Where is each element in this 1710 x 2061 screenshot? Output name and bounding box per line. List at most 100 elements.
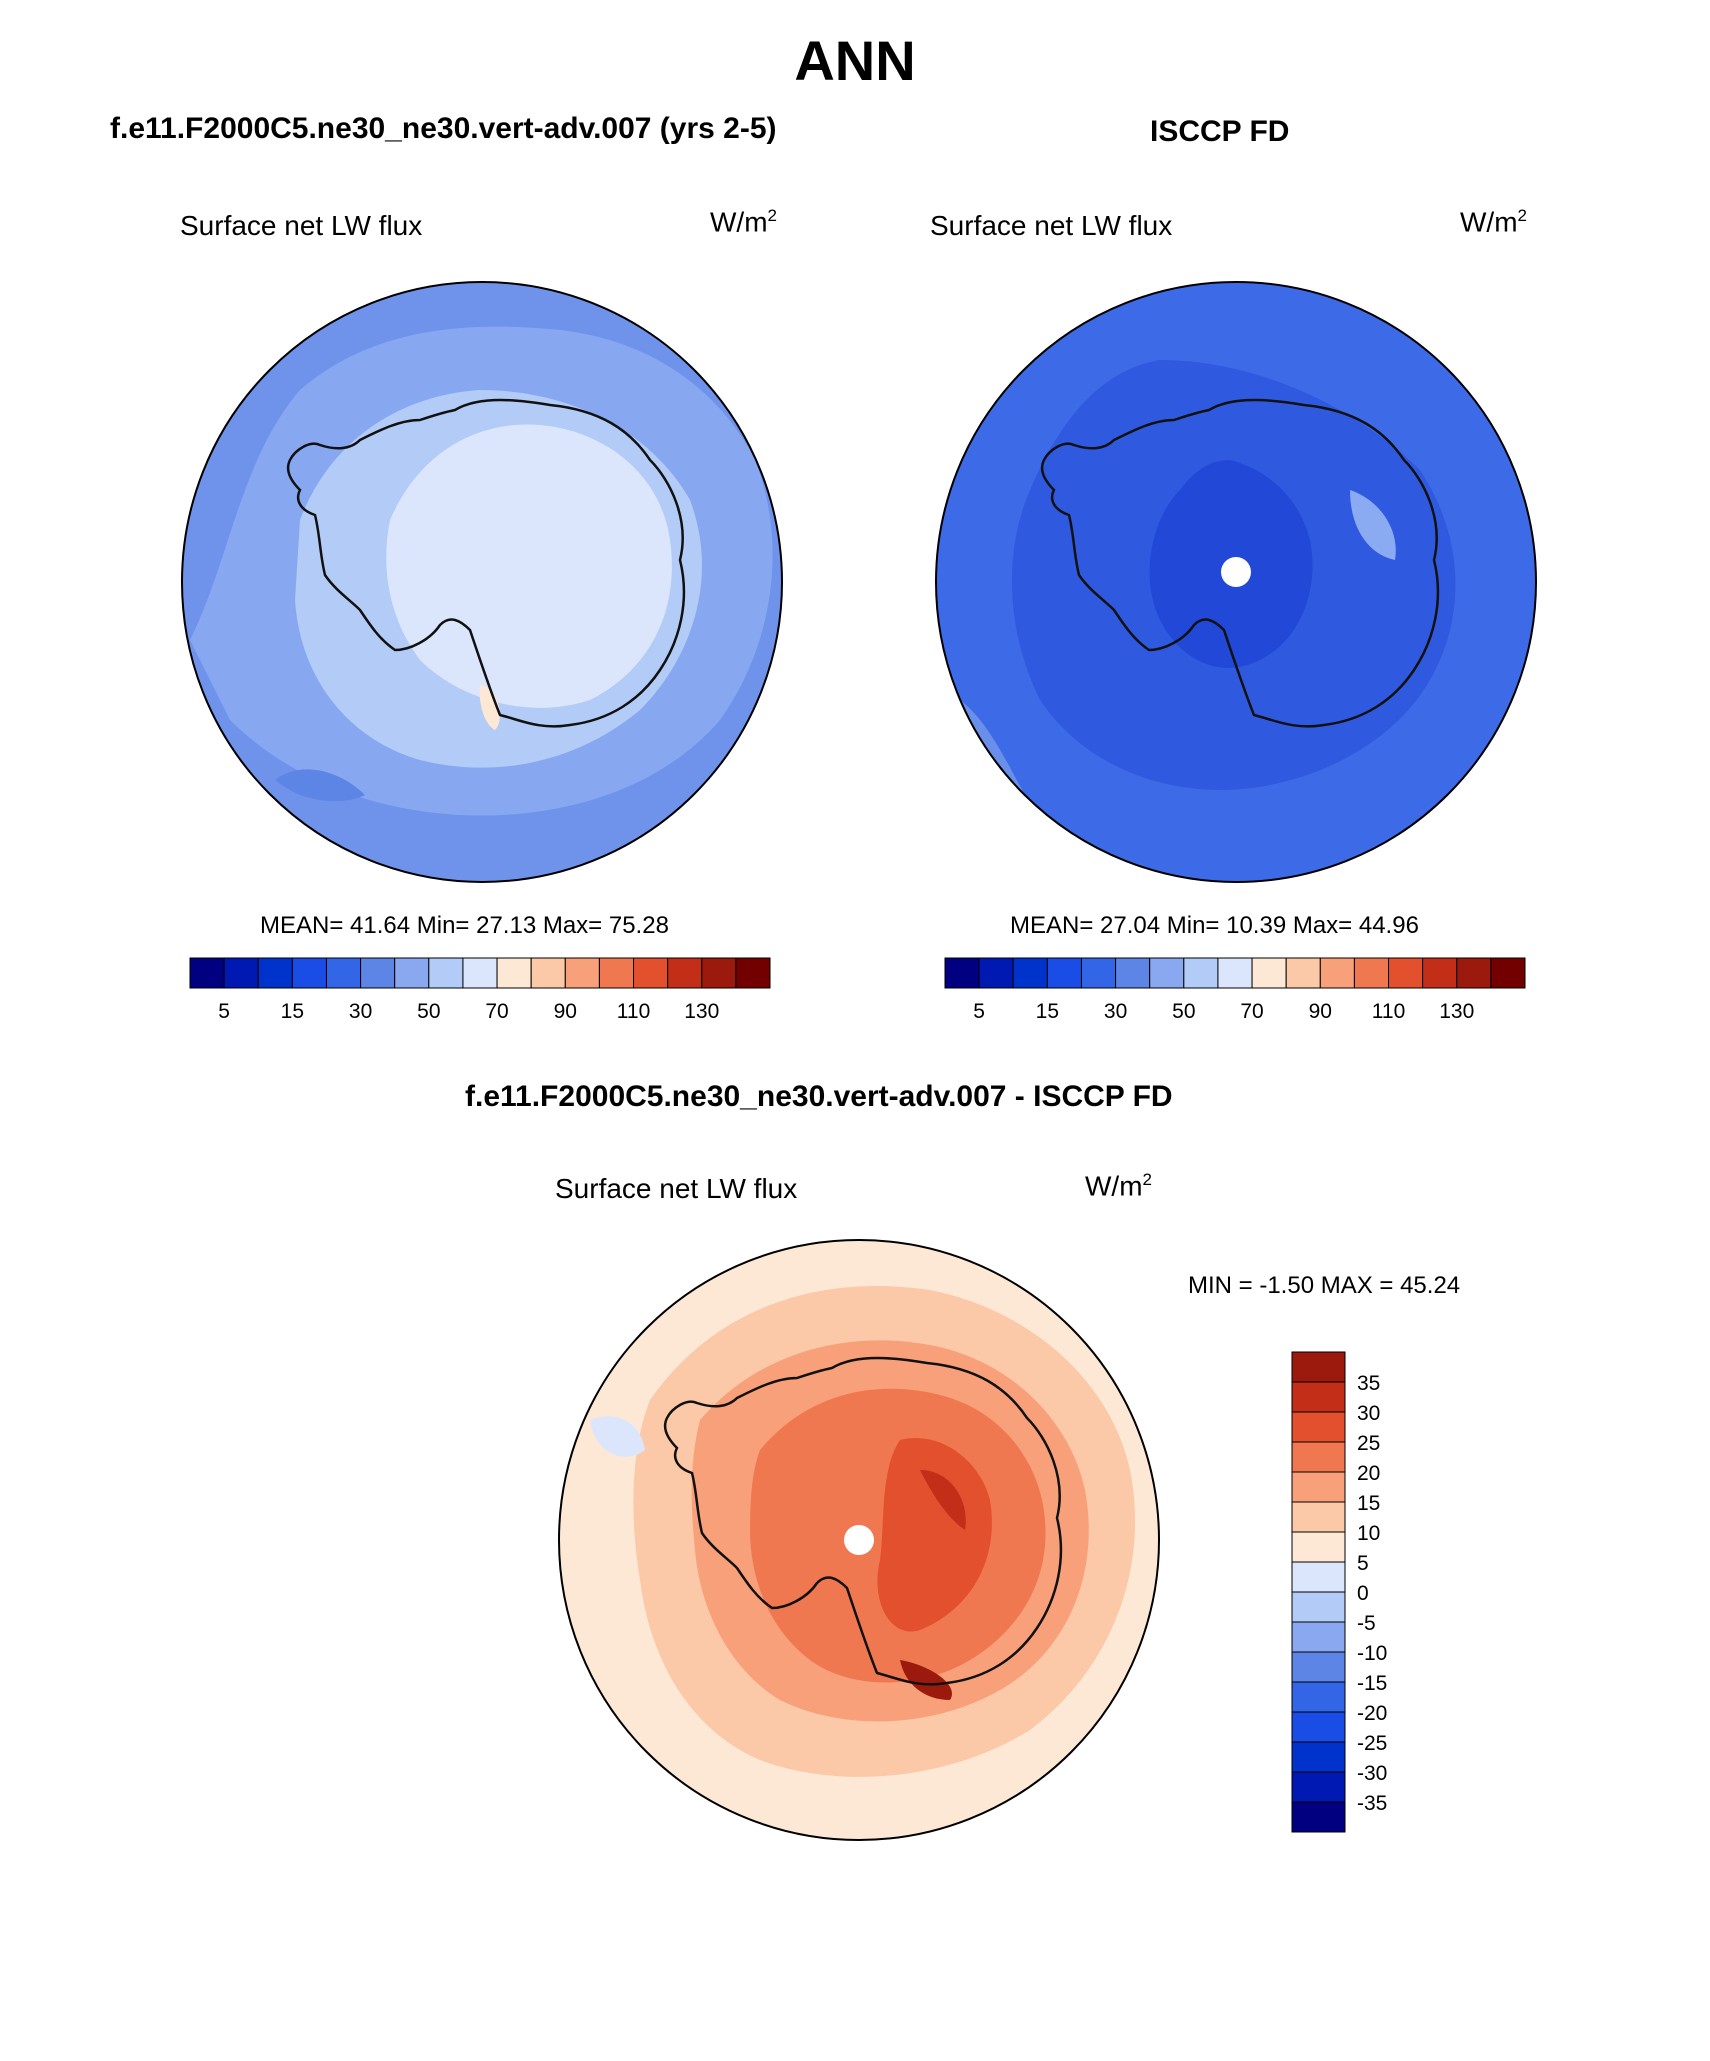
obs-variable-label: Surface net LW flux [930, 210, 1173, 241]
colorbar-tick-label: -10 [1357, 1642, 1387, 1665]
colorbar-tick-label: 130 [1439, 1000, 1474, 1023]
colorbar-tick-label: 15 [1357, 1492, 1380, 1515]
colorbar-swatch [462, 957, 498, 989]
colorbar-swatch [1046, 957, 1082, 989]
colorbar-swatch [1291, 1801, 1346, 1833]
colorbar-swatch [1217, 957, 1253, 989]
diff-variable-label: Surface net LW flux [555, 1173, 798, 1204]
colorbar-swatch [257, 957, 293, 989]
colorbar-tick-label: 30 [1104, 1000, 1127, 1023]
colorbar-tick-label: 70 [1240, 1000, 1263, 1023]
colorbar-tick-label: 110 [617, 1000, 650, 1023]
obs-map-border [935, 281, 1537, 883]
colorbar-tick-label: 30 [349, 1000, 372, 1023]
colorbar-tick-label: 50 [1172, 1000, 1195, 1023]
colorbar-tick-label: 15 [281, 1000, 304, 1023]
colorbar-swatch [1291, 1621, 1346, 1653]
colorbar-swatch [1115, 957, 1151, 989]
colorbar-swatch [564, 957, 600, 989]
colorbar-tick-label: 5 [973, 1000, 985, 1023]
colorbar-swatch [1291, 1711, 1346, 1743]
colorbar-tick-label: -35 [1357, 1792, 1387, 1815]
colorbar-tick-label: 90 [1309, 1000, 1332, 1023]
colorbar-tick-label: 25 [1357, 1432, 1380, 1455]
model-units-label: W/m2 [710, 206, 777, 238]
colorbar-tick-label: -30 [1357, 1762, 1387, 1785]
colorbar-swatch [1291, 1771, 1346, 1803]
colorbar-tick-label: 50 [417, 1000, 440, 1023]
colorbar-tick-label: 5 [218, 1000, 230, 1023]
colorbar-swatch [1080, 957, 1117, 989]
colorbar-swatch [1291, 1351, 1346, 1383]
colorbar-tick-label: 10 [1357, 1522, 1380, 1545]
colorbar-tick-label: -15 [1357, 1672, 1387, 1695]
colorbar-swatch [598, 957, 635, 989]
colorbar-swatch [189, 957, 225, 989]
colorbar-swatch [1353, 957, 1390, 989]
obs-polar-map [936, 282, 1536, 882]
colorbar-swatch [667, 957, 703, 989]
colorbar-swatch [360, 957, 396, 989]
model-antarctica-coastline [286, 398, 686, 728]
colorbar-swatch [223, 957, 259, 989]
colorbar-swatch [1291, 1381, 1346, 1413]
colorbar-tick-label: 20 [1357, 1462, 1380, 1485]
diff-units-label: W/m2 [1085, 1170, 1152, 1202]
colorbar-swatch [1456, 957, 1492, 989]
colorbar-swatch [1291, 1651, 1346, 1683]
colorbar-tick-label: 130 [684, 1000, 719, 1023]
colorbar-tick-label: 70 [485, 1000, 508, 1023]
colorbar-swatch [1012, 957, 1048, 989]
colorbar-swatch [1291, 1531, 1346, 1563]
colorbar-swatch [325, 957, 362, 989]
colorbar-swatch [1291, 1591, 1346, 1623]
obs-panel-header: ISCCP FD [1150, 115, 1290, 148]
colorbar-swatch [1291, 1561, 1346, 1593]
colorbar-swatch [1251, 957, 1287, 989]
colorbar-tick-label: 30 [1357, 1402, 1380, 1425]
colorbar-swatch [1291, 1471, 1346, 1503]
colorbar-tick-label: 90 [554, 1000, 577, 1023]
colorbar-swatch [1291, 1411, 1346, 1443]
colorbar-swatch [291, 957, 327, 989]
colorbar-swatch [530, 957, 566, 989]
colorbar-tick-label: 15 [1036, 1000, 1059, 1023]
colorbar-swatch [1149, 957, 1185, 989]
colorbar-swatch [1319, 957, 1355, 989]
model-panel-header: f.e11.F2000C5.ne30_ne30.vert-adv.007 (yr… [110, 112, 777, 145]
colorbar-tick-label: 5 [1357, 1552, 1369, 1575]
colorbar-tick-label: 35 [1357, 1372, 1380, 1395]
colorbar-swatch [633, 957, 669, 989]
model-polar-map [182, 282, 782, 882]
colorbar-swatch [1291, 1681, 1346, 1713]
colorbar-tick-label: -20 [1357, 1702, 1387, 1725]
diff-stats: MIN = -1.50 MAX = 45.24 [1188, 1272, 1461, 1299]
colorbar-swatch [1285, 957, 1321, 989]
diff-panel-header: f.e11.F2000C5.ne30_ne30.vert-adv.007 - I… [465, 1080, 1173, 1113]
colorbar-swatch [944, 957, 980, 989]
diff-antarctica-coastline [663, 1356, 1063, 1686]
colorbar-swatch [1490, 957, 1526, 989]
colorbar-swatch [1183, 957, 1219, 989]
colorbar-swatch [978, 957, 1014, 989]
colorbar-swatch [1291, 1741, 1346, 1773]
obs-stats: MEAN= 27.04 Min= 10.39 Max= 44.96 [1010, 912, 1419, 939]
colorbar-tick-label: -25 [1357, 1732, 1387, 1755]
colorbar-swatch [428, 957, 464, 989]
season-title: ANN [794, 29, 916, 92]
colorbar-swatch [496, 957, 532, 989]
model-map-border [181, 281, 783, 883]
colorbar-swatch [394, 957, 430, 989]
colorbar-swatch [735, 957, 771, 989]
model-stats: MEAN= 41.64 Min= 27.13 Max= 75.28 [260, 912, 669, 939]
colorbar-swatch [1291, 1441, 1346, 1473]
obs-pole-hole [1221, 557, 1251, 587]
colorbar-tick-label: 110 [1372, 1000, 1405, 1023]
diff-map-border [558, 1239, 1160, 1841]
diff-colorbar: 35 30 25 20 15 10 5 0 -5 -10 -15 -20 -25 -30 -35 [1291, 1351, 1387, 1833]
colorbar-swatch [1388, 957, 1424, 989]
colorbar-swatch [1291, 1501, 1346, 1533]
obs-colorbar: 5 15 30 50 70 90 110 130 [944, 957, 1526, 1023]
obs-antarctica-coastline [1040, 398, 1440, 728]
